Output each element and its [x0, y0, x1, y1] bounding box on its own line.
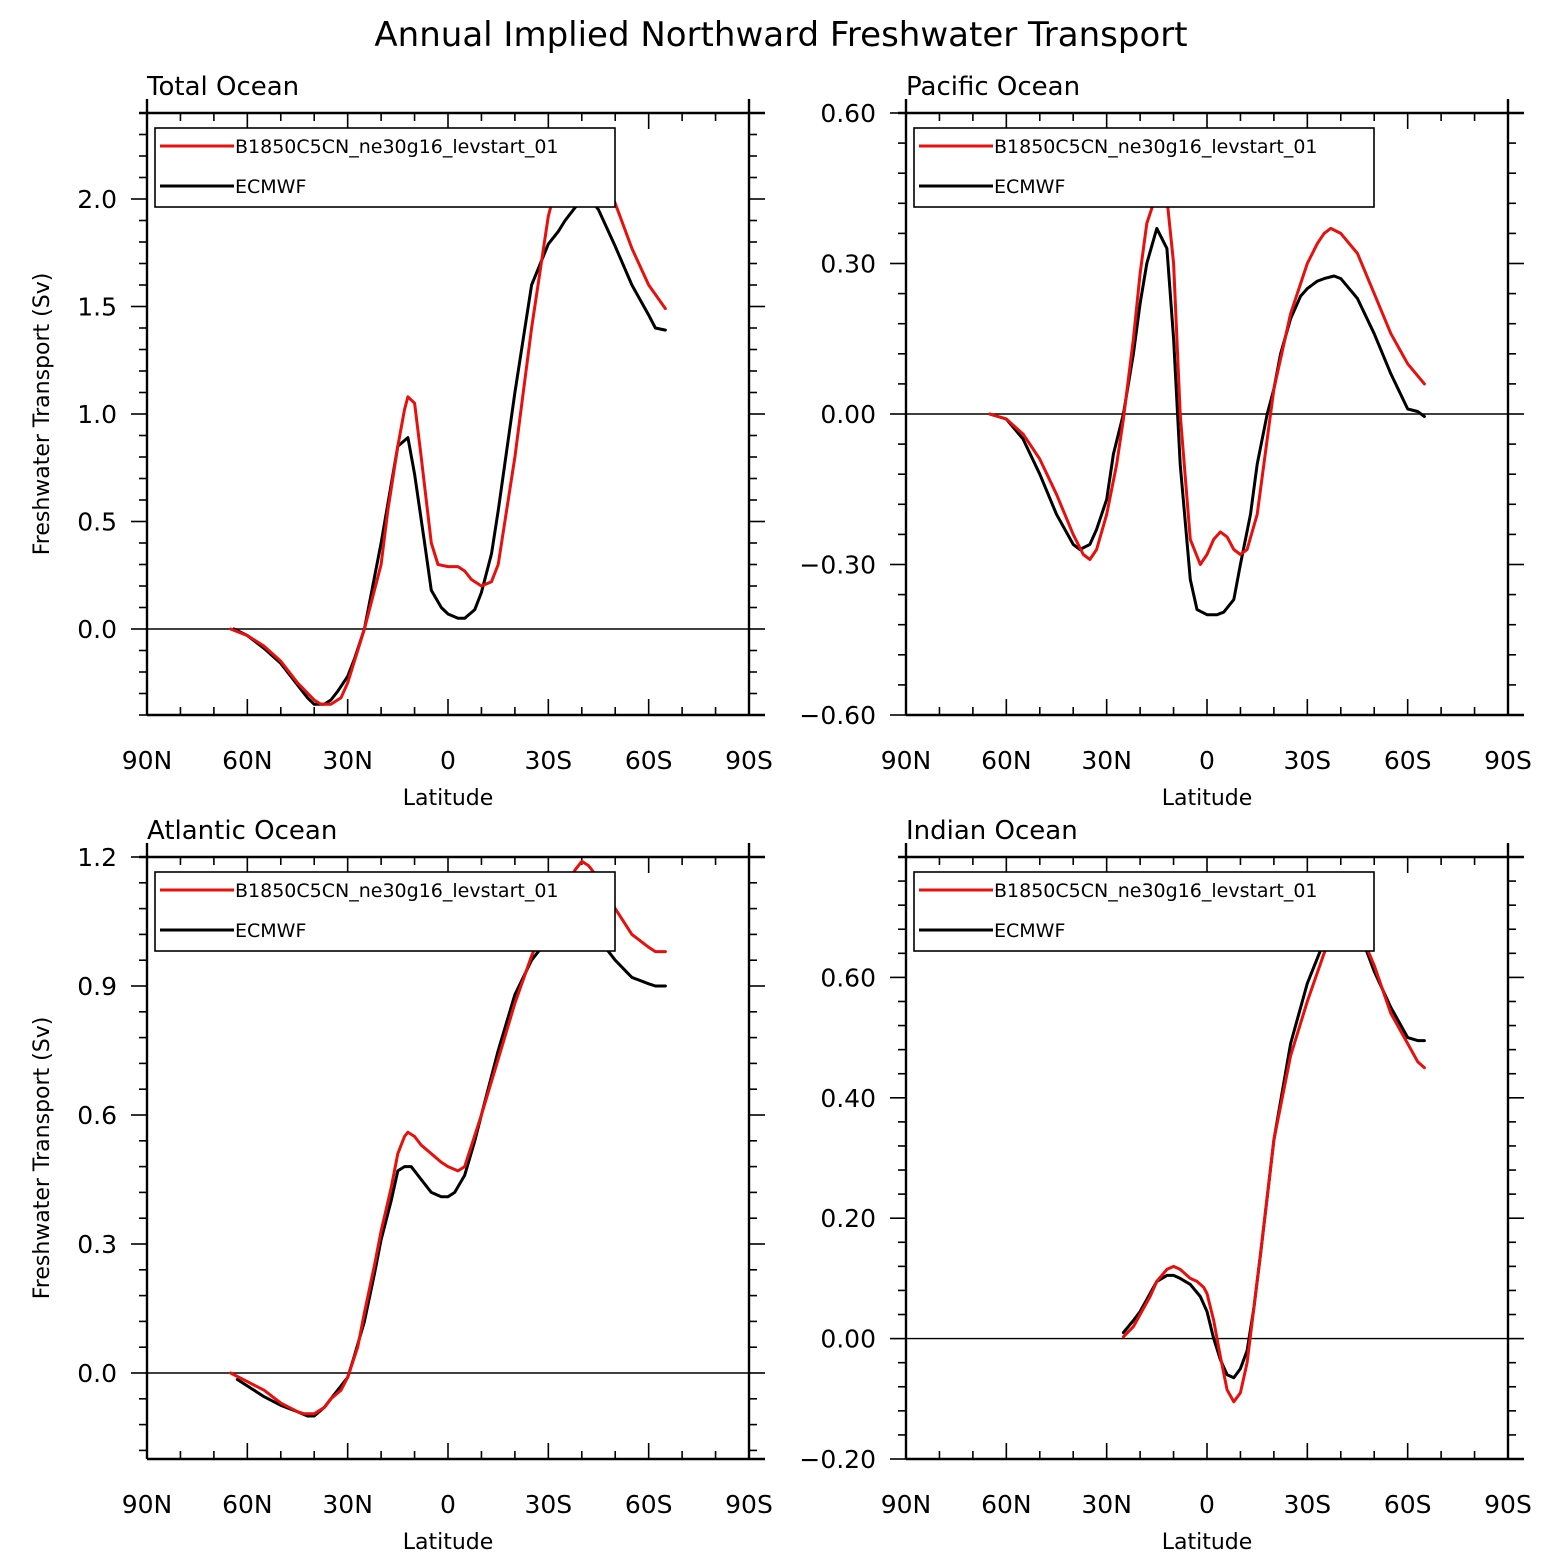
y-tick-label: 1.5: [77, 293, 117, 322]
x-axis-label: Latitude: [1162, 786, 1253, 811]
series-line-b1850c5cn-ne30g16-levstart-01: [229, 859, 667, 1416]
x-tick-label: 90S: [1484, 1490, 1532, 1519]
x-axis-label: Latitude: [403, 786, 494, 811]
panel-atlantic-ocean: Atlantic Ocean 90N 60N 30N 0 30S 60S 90S 0.0 0.3 0…: [30, 816, 773, 1555]
x-tick-label: 90S: [725, 1490, 773, 1519]
x-tick-label: 90N: [881, 1490, 932, 1519]
y-tick-label: −0.20: [799, 1445, 876, 1474]
x-tick-label: 60N: [222, 1490, 273, 1519]
legend-label: ECMWF: [994, 176, 1065, 198]
x-tick-label: 60S: [1384, 1490, 1432, 1519]
y-tick-label: 0.40: [820, 1084, 876, 1113]
y-tick-label: 0.60: [820, 963, 876, 992]
x-tick-label: 0: [440, 1490, 456, 1519]
legend-label: ECMWF: [235, 176, 306, 198]
y-tick-label: 0.00: [820, 1325, 876, 1354]
panel-pacific-ocean: Pacific Ocean 90N 60N 30N 0 30S 60S 90S −0.60 −0.…: [799, 72, 1531, 811]
y-tick-label: 0.00: [820, 400, 876, 429]
y-tick-label: 0.5: [77, 508, 117, 537]
y-tick-label: 0.0: [77, 1359, 117, 1388]
x-tick-label: 30N: [1081, 1490, 1132, 1519]
x-tick-label: 90N: [881, 746, 932, 775]
y-tick-label: 0.3: [77, 1230, 117, 1259]
x-tick-label: 0: [1199, 746, 1215, 775]
figure-title: Annual Implied Northward Freshwater Tran…: [374, 15, 1187, 55]
y-tick-label: 0.6: [77, 1101, 117, 1130]
x-tick-label: 60S: [625, 1490, 673, 1519]
x-axis-label: Latitude: [403, 1530, 494, 1555]
panel-total-ocean: Total Ocean 90N 60N 30N 0 30S 60S 90S 0.0 0.5 1.0 1…: [30, 72, 773, 811]
panel-title: Pacific Ocean: [906, 72, 1080, 102]
x-tick-label: 60N: [981, 746, 1032, 775]
x-tick-label: 30N: [322, 1490, 373, 1519]
x-tick-label: 30S: [524, 746, 572, 775]
x-tick-label: 90N: [122, 1490, 173, 1519]
y-axis-label: Freshwater Transport (Sv): [30, 273, 55, 556]
legend-box: [154, 871, 616, 952]
panel-title: Atlantic Ocean: [147, 816, 337, 846]
x-tick-label: 30S: [1283, 746, 1331, 775]
legend-box: [913, 127, 1375, 208]
x-tick-label: 90S: [1484, 746, 1532, 775]
x-tick-label: 60N: [981, 1490, 1032, 1519]
y-tick-label: 2.0: [77, 185, 117, 214]
y-tick-label: −0.30: [799, 551, 876, 580]
y-tick-label: 0.0: [77, 615, 117, 644]
series-line-b1850c5cn-ne30g16-levstart-01: [988, 186, 1426, 566]
x-tick-label: 30S: [1283, 1490, 1331, 1519]
legend-label: B1850C5CN_ne30g16_levstart_01: [235, 136, 559, 158]
legend-box: [913, 871, 1375, 952]
legend-box: [154, 127, 616, 208]
legend-label: B1850C5CN_ne30g16_levstart_01: [994, 136, 1318, 158]
x-tick-label: 60N: [222, 746, 273, 775]
y-tick-label: −0.60: [799, 701, 876, 730]
y-axis-label: Freshwater Transport (Sv): [30, 1017, 55, 1300]
y-tick-label: 0.20: [820, 1204, 876, 1233]
panel-title: Indian Ocean: [906, 816, 1078, 846]
x-tick-label: 30S: [524, 1490, 572, 1519]
x-tick-label: 0: [440, 746, 456, 775]
x-tick-label: 30N: [322, 746, 373, 775]
y-tick-label: 1.2: [77, 843, 117, 872]
x-tick-label: 90S: [725, 746, 773, 775]
panel-title: Total Ocean: [146, 72, 299, 102]
series-line-ecmwf: [988, 226, 1426, 617]
y-tick-label: 0.60: [820, 99, 876, 128]
x-tick-label: 60S: [625, 746, 673, 775]
legend-label: ECMWF: [994, 920, 1065, 942]
x-tick-label: 30N: [1081, 746, 1132, 775]
y-tick-label: 0.9: [77, 972, 117, 1001]
y-tick-label: 1.0: [77, 400, 117, 429]
legend-label: ECMWF: [235, 920, 306, 942]
x-tick-label: 90N: [122, 746, 173, 775]
y-tick-label: 0.30: [820, 250, 876, 279]
x-tick-label: 60S: [1384, 746, 1432, 775]
x-axis-label: Latitude: [1162, 1530, 1253, 1555]
legend-label: B1850C5CN_ne30g16_levstart_01: [235, 880, 559, 902]
panel-indian-ocean: Indian Ocean 90N 60N 30N 0 30S 60S 90S −0.20 0.00…: [799, 816, 1531, 1555]
legend-label: B1850C5CN_ne30g16_levstart_01: [994, 880, 1318, 902]
x-tick-label: 0: [1199, 1490, 1215, 1519]
